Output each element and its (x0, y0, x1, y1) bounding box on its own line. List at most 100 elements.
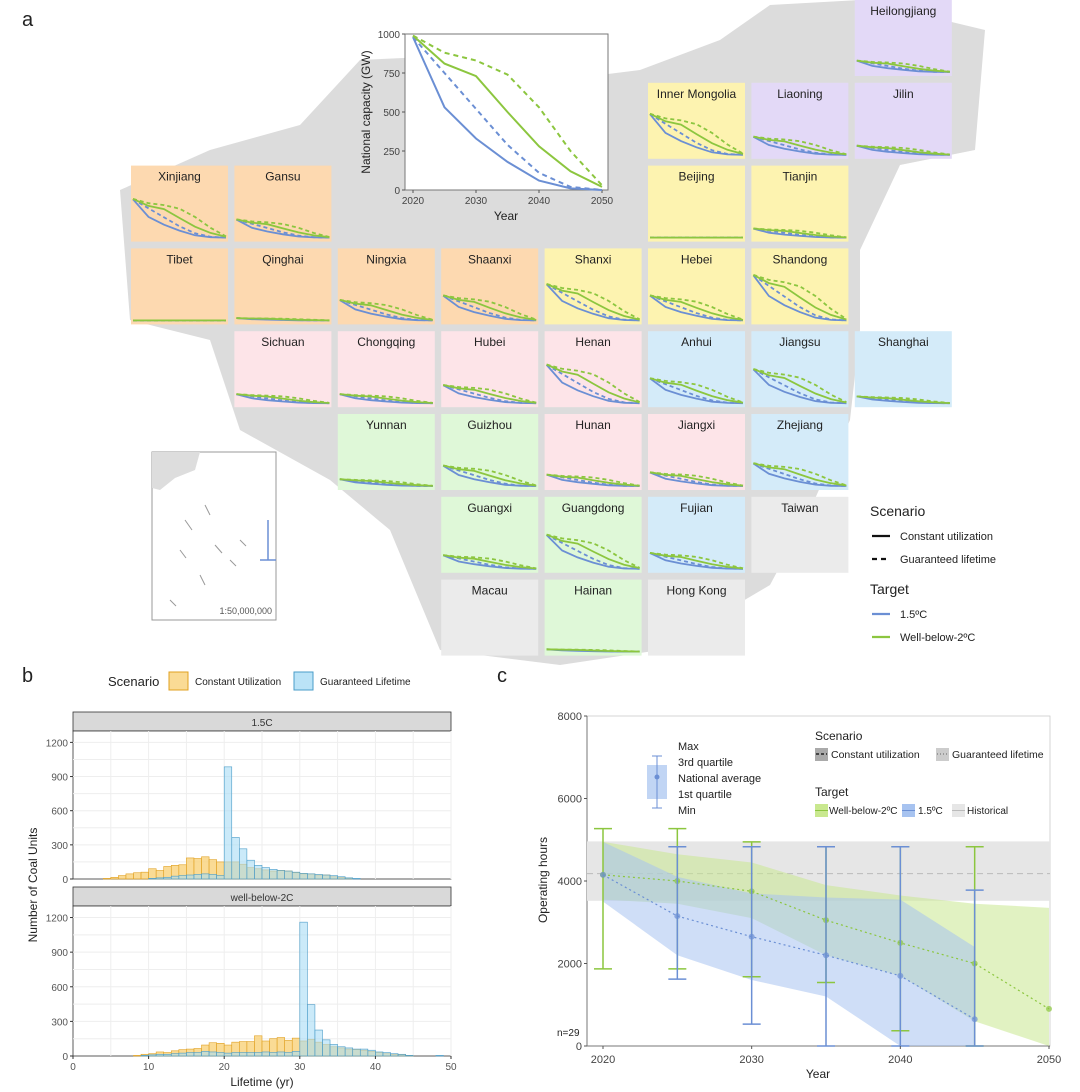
province-name: Hong Kong (666, 584, 726, 598)
province-curve (236, 393, 330, 404)
legend-item-label: Well-below-2ºC (829, 806, 898, 817)
x-tick-label: 10 (143, 1062, 155, 1073)
province-name: Hubei (474, 335, 505, 349)
province-tile-taiwan: Taiwan (751, 496, 849, 573)
histogram-bar-guaranteed-lifetime (344, 877, 354, 880)
y-tick-label: 300 (51, 841, 68, 852)
province-curve (752, 274, 847, 322)
province-tile-jiangxi: Jiangxi (648, 414, 745, 490)
province-curve (339, 299, 433, 322)
province-name: Macau (472, 584, 508, 598)
histogram-bar-guaranteed-lifetime (284, 1052, 293, 1057)
histogram-bar-guaranteed-lifetime (223, 766, 233, 880)
histogram-bar-guaranteed-lifetime (299, 873, 308, 880)
legend-item-label: Well-below-2ºC (900, 632, 975, 644)
province-curve (753, 368, 847, 404)
histogram-bar-guaranteed-lifetime (269, 1052, 278, 1057)
province-tile-zhejiang: Zhejiang (751, 414, 849, 490)
province-curve (546, 473, 640, 487)
province-curve (649, 113, 744, 156)
histogram-bar-guaranteed-lifetime (155, 1053, 165, 1057)
x-tick-label: 2050 (1037, 1054, 1061, 1066)
inset-island (239, 539, 247, 547)
province-curve (649, 294, 744, 322)
province-name: Tianjin (782, 170, 817, 184)
province-tile-background (648, 248, 745, 325)
sample-size-annotation: n=29 (557, 1028, 580, 1039)
province-curve (649, 112, 744, 155)
inset-island (169, 599, 177, 607)
boxplot-key: Max 3rd quartile National average 1st quart… (647, 741, 761, 817)
province-tile-liaoning: Liaoning (751, 82, 849, 159)
province-tile-shanxi: Shanxi (544, 248, 642, 325)
histogram-bar-guaranteed-lifetime (148, 878, 157, 880)
legend-item-label: Guaranteed lifetime (952, 749, 1044, 761)
province-curve (753, 227, 847, 239)
quartile-band-1-5c (603, 841, 975, 1046)
operating-hours-legend: Scenario Constant utilization Guaranteed l… (815, 729, 1044, 817)
histogram-bar-guaranteed-lifetime (231, 837, 240, 880)
legend-item-label: Constant utilization (831, 749, 920, 761)
province-tile-tibet: Tibet (131, 248, 228, 325)
boxkey-label: 3rd quartile (678, 757, 733, 769)
province-curve (753, 462, 847, 487)
histogram-bar-guaranteed-lifetime (276, 870, 285, 880)
province-curve (546, 363, 640, 404)
province-curve (442, 294, 537, 322)
histogram-bar-guaranteed-lifetime (322, 874, 331, 880)
national-series-line (412, 34, 603, 186)
histogram-bar-guaranteed-lifetime (239, 1052, 248, 1057)
province-curve (649, 294, 744, 321)
province-tile-anhui: Anhui (648, 331, 745, 408)
legend-title: Scenario (108, 674, 159, 689)
legend-title-target: Target (815, 785, 849, 799)
histogram-bar-constant-utilization (140, 871, 149, 880)
province-tile-xinjiang: Xinjiang (131, 165, 228, 242)
province-tile-tianjin: Tianjin (751, 165, 849, 242)
province-curve (649, 294, 744, 322)
histogram-bar-guaranteed-lifetime (352, 1048, 361, 1057)
histogram-bar-guaranteed-lifetime (246, 1052, 255, 1057)
histogram-bar-guaranteed-lifetime (322, 1039, 331, 1057)
y-tick-label: 600 (51, 807, 68, 818)
province-curve (753, 368, 847, 404)
province-name: Yunnan (366, 418, 407, 432)
x-tick-label: 50 (445, 1062, 457, 1073)
histogram-bar-guaranteed-lifetime (284, 870, 293, 880)
histogram-bar-guaranteed-lifetime (186, 1052, 195, 1057)
province-curve (443, 554, 537, 570)
province-tile-hebei: Hebei (648, 248, 745, 325)
province-curve (546, 648, 640, 653)
province-curve (546, 283, 640, 322)
y-tick-label: 1200 (46, 738, 69, 749)
province-tile-fujian: Fujian (648, 496, 745, 573)
province-curve (649, 294, 744, 321)
province-tile-shandong: Shandong (751, 248, 849, 325)
province-tile-background (441, 248, 539, 325)
x-tick-label: 30 (294, 1062, 306, 1073)
province-curve (132, 198, 227, 239)
histogram-bar-guaranteed-lifetime (223, 1052, 233, 1057)
y-tick-label: 0 (62, 875, 68, 886)
province-tile-hunan: Hunan (544, 414, 642, 490)
province-curve (546, 364, 640, 405)
histogram-bar-guaranteed-lifetime (291, 871, 301, 880)
province-tile-background (648, 331, 745, 408)
national-average-line (602, 874, 975, 1020)
legend-item-label: Guaranteed lifetime (900, 554, 996, 566)
histogram-bar-guaranteed-lifetime (405, 1055, 414, 1057)
south-china-sea-inset: 1:50,000,000 (151, 451, 277, 621)
national-series-line (412, 36, 603, 191)
province-name: Fujian (680, 501, 713, 515)
histogram-bar-guaranteed-lifetime (254, 1052, 263, 1057)
inset-island (184, 519, 193, 531)
histogram-bar-guaranteed-lifetime (216, 1052, 225, 1057)
x-tick-label: 2030 (465, 196, 488, 207)
province-name: Liaoning (777, 87, 822, 101)
province-tile-background (648, 579, 745, 656)
histogram-bar-guaranteed-lifetime (201, 873, 210, 880)
boxkey-label: Max (678, 741, 699, 753)
province-tile-inner-mongolia: Inner Mongolia (648, 82, 745, 159)
y-tick-label: 0 (62, 1052, 68, 1063)
